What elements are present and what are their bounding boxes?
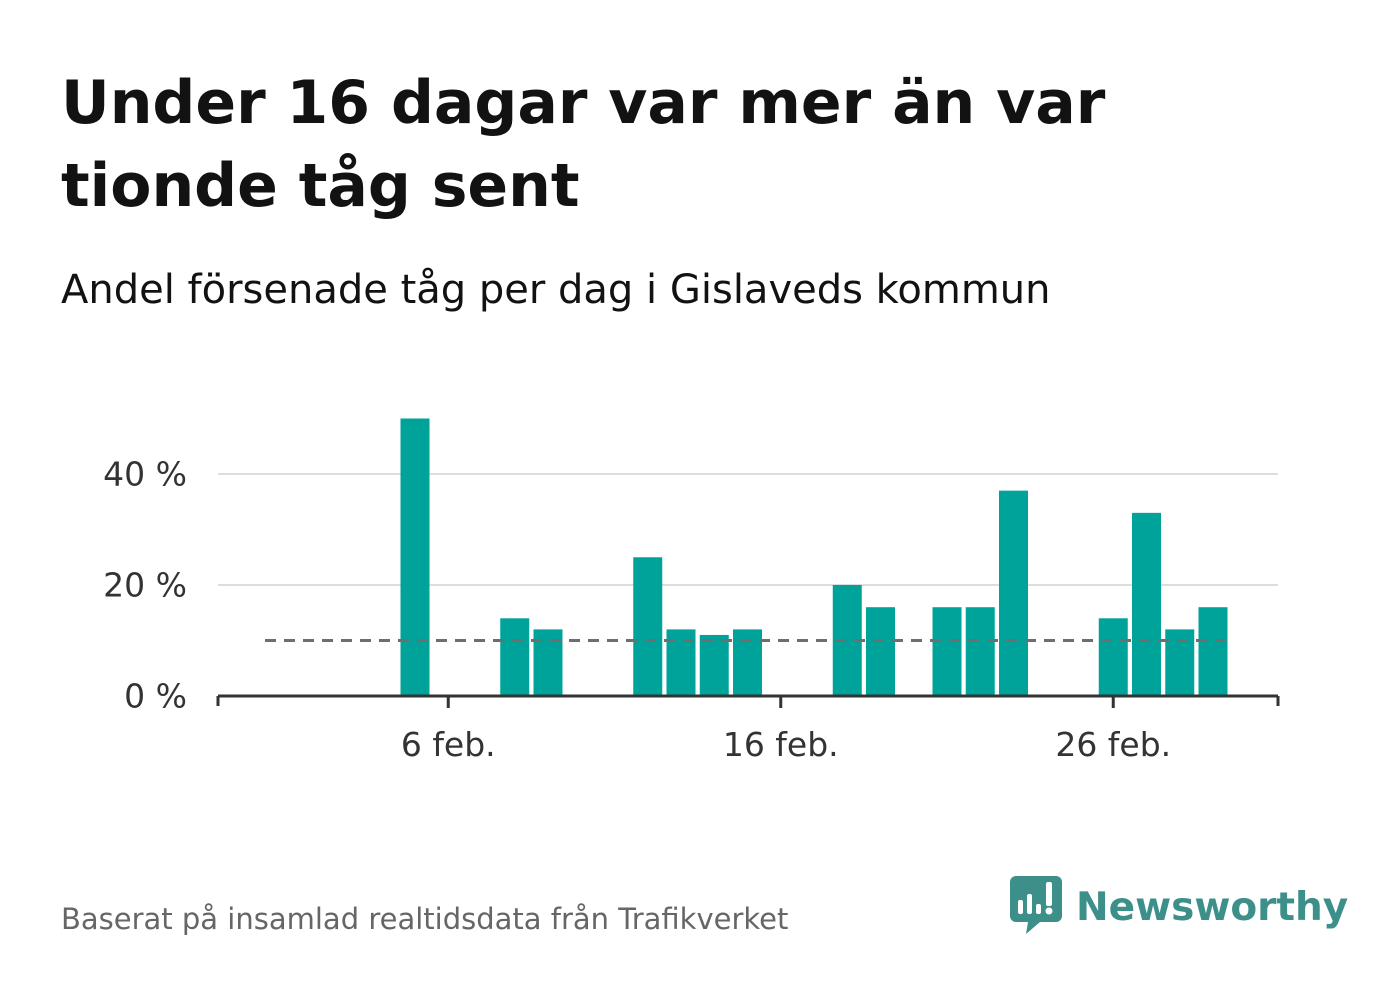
x-tick-label: 26 feb. <box>1055 725 1171 764</box>
bar[interactable]: 19 feb.: 16 % <box>866 607 895 696</box>
bar-layer: 5 feb.: 50 %8 feb.: 14 %9 feb.: 12 %12 f… <box>400 418 1228 697</box>
x-tick-label: 6 feb. <box>401 725 496 764</box>
y-tick-label: 20 % <box>103 566 187 605</box>
chart-title: Under 16 dagar var mer än var tionde tåg… <box>61 68 1106 221</box>
bar[interactable]: 22 feb.: 16 % <box>965 607 995 696</box>
bar[interactable]: 12 feb.: 25 % <box>633 557 663 696</box>
source-note: Baserat på insamlad realtidsdata från Tr… <box>61 902 789 936</box>
y-tick-label: 40 % <box>103 455 187 494</box>
x-tick-label: 16 feb. <box>723 725 839 764</box>
bar[interactable]: 5 feb.: 50 % <box>400 418 430 697</box>
brand-logo[interactable]: Newsworthy <box>1010 876 1348 940</box>
bar[interactable]: 29 feb.: 16 % <box>1198 607 1228 696</box>
bar[interactable]: 14 feb.: 11 % <box>699 634 729 696</box>
chart-subtitle: Andel försenade tåg per dag i Gislaveds … <box>61 267 1051 313</box>
y-tick-label: 0 % <box>124 677 187 716</box>
brand-name: Newsworthy <box>1076 885 1349 930</box>
bar[interactable]: 8 feb.: 14 % <box>500 618 530 696</box>
bar-chart: 5 feb.: 50 %8 feb.: 14 %9 feb.: 12 %12 f… <box>103 418 1280 764</box>
bar[interactable]: 27 feb.: 33 % <box>1132 512 1161 696</box>
newsworthy-logo-icon <box>1010 876 1062 934</box>
bar[interactable]: 26 feb.: 14 % <box>1098 618 1128 696</box>
grid-layer <box>218 473 1278 586</box>
bar[interactable]: 23 feb.: 37 % <box>999 490 1028 696</box>
bar[interactable]: 21 feb.: 16 % <box>932 607 962 696</box>
axis-layer: 0 % 20 % 40 % 6 feb. 16 feb. 26 feb. <box>103 455 1280 764</box>
